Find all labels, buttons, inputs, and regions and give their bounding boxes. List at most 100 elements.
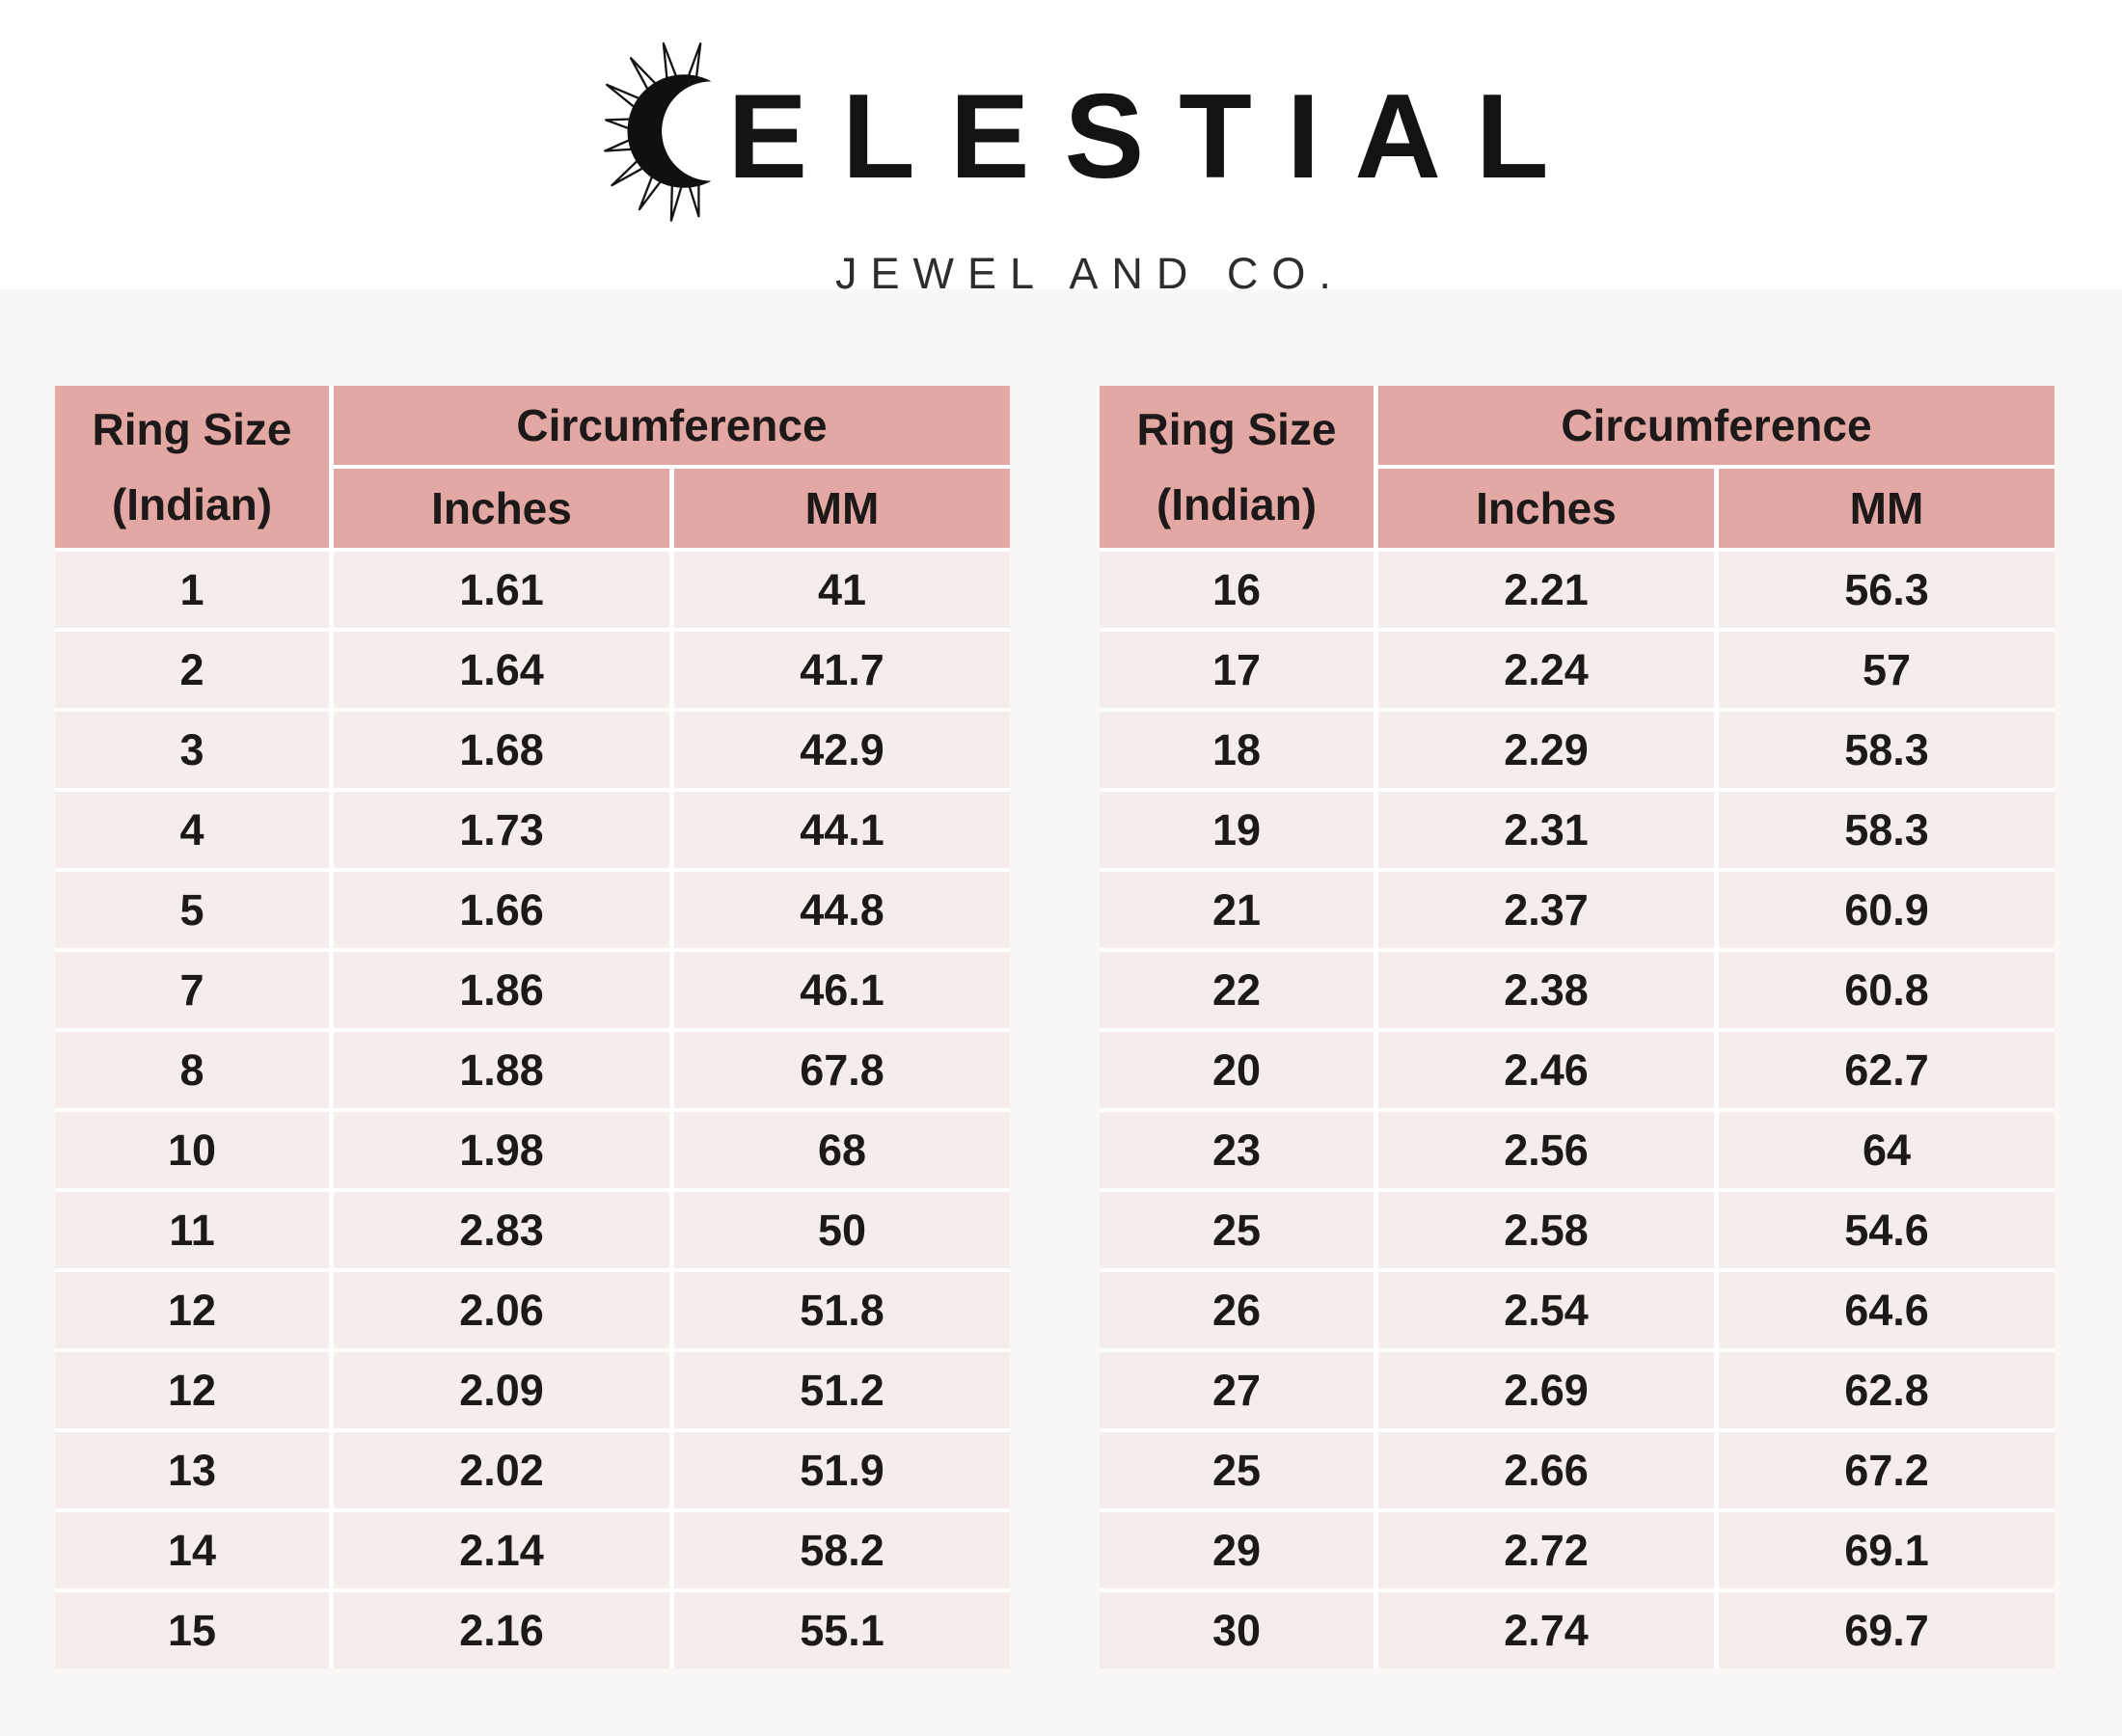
ring-size-header-line1: Ring Size [1136,404,1337,454]
inches-cell: 2.54 [1378,1272,1714,1348]
inches-cell: 1.64 [334,632,669,708]
inches-cell: 2.69 [1378,1352,1714,1428]
table-row: 3 1.68 42.9 [55,712,1010,788]
inches-cell: 2.72 [1378,1512,1714,1588]
inches-cell: 1.61 [334,552,669,628]
inches-cell: 2.06 [334,1272,669,1348]
table-row: 1 1.61 41 [55,552,1010,628]
ring-size-cell: 4 [55,792,329,868]
mm-cell: 67.2 [1719,1432,2054,1508]
mm-cell: 44.8 [674,872,1010,948]
mm-cell: 44.1 [674,792,1010,868]
table-row: 26 2.54 64.6 [1100,1272,2054,1348]
mm-cell: 58.3 [1719,712,2054,788]
table-row: 23 2.56 64 [1100,1112,2054,1188]
mm-cell: 42.9 [674,712,1010,788]
ring-size-cell: 25 [1100,1432,1374,1508]
table-row: 25 2.58 54.6 [1100,1192,2054,1268]
table-row: 8 1.88 67.8 [55,1032,1010,1108]
table-row: 20 2.46 62.7 [1100,1032,2054,1108]
ring-size-header-line2: (Indian) [111,479,273,529]
mm-cell: 57 [1719,632,2054,708]
ring-size-cell: 7 [55,952,329,1028]
mm-cell: 41.7 [674,632,1010,708]
inches-cell: 1.98 [334,1112,669,1188]
inches-cell: 2.21 [1378,552,1714,628]
inches-cell: 2.24 [1378,632,1714,708]
mm-cell: 41 [674,552,1010,628]
mm-cell: 51.2 [674,1352,1010,1428]
mm-cell: 64 [1719,1112,2054,1188]
ring-size-cell: 29 [1100,1512,1374,1588]
table-body: 16 2.21 56.3 17 2.24 57 18 2.29 58.3 19 2.31 58.3 21… [1100,552,2054,1668]
ring-size-table-left: Ring Size (Indian) Circumference Inches … [55,386,1010,1668]
table-row: 16 2.21 56.3 [1100,552,2054,628]
mm-cell: 69.7 [1719,1592,2054,1668]
table-row: 21 2.37 60.9 [1100,872,2054,948]
ring-size-cell: 22 [1100,952,1374,1028]
table-row: 22 2.38 60.8 [1100,952,2054,1028]
table-row: 4 1.73 44.1 [55,792,1010,868]
table-row: 13 2.02 51.9 [55,1432,1010,1508]
table-row: 2 1.64 41.7 [55,632,1010,708]
mm-cell: 54.6 [1719,1192,2054,1268]
inches-cell: 1.68 [334,712,669,788]
table-row: 29 2.72 69.1 [1100,1512,2054,1588]
inches-cell: 2.16 [334,1592,669,1668]
brand-row: ELESTIAL [596,41,1583,233]
inches-cell: 2.58 [1378,1192,1714,1268]
mm-cell: 50 [674,1192,1010,1268]
ring-size-header-line2: (Indian) [1156,479,1318,529]
ring-size-table-right: Ring Size (Indian) Circumference Inches … [1100,386,2054,1668]
mm-cell: 60.8 [1719,952,2054,1028]
ring-size-cell: 23 [1100,1112,1374,1188]
table-row: 14 2.14 58.2 [55,1512,1010,1588]
ring-size-cell: 15 [55,1592,329,1668]
table-row: 7 1.86 46.1 [55,952,1010,1028]
ring-size-cell: 19 [1100,792,1374,868]
inches-cell: 2.38 [1378,952,1714,1028]
ring-size-cell: 18 [1100,712,1374,788]
inches-cell: 1.86 [334,952,669,1028]
table-header: Ring Size (Indian) Circumference Inches … [55,386,1010,548]
inches-cell: 1.88 [334,1032,669,1108]
table-row: 25 2.66 67.2 [1100,1432,2054,1508]
ring-size-cell: 1 [55,552,329,628]
inches-cell: 1.73 [334,792,669,868]
ring-size-cell: 27 [1100,1352,1374,1428]
circumference-header: Circumference [1378,386,2054,465]
table-row: 27 2.69 62.8 [1100,1352,2054,1428]
inches-cell: 2.09 [334,1352,669,1428]
inches-cell: 2.74 [1378,1592,1714,1668]
inches-header: Inches [1378,469,1714,548]
inches-cell: 2.56 [1378,1112,1714,1188]
circumference-header: Circumference [334,386,1010,465]
table-row: 11 2.83 50 [55,1192,1010,1268]
table-header: Ring Size (Indian) Circumference Inches … [1100,386,2054,548]
inches-cell: 2.02 [334,1432,669,1508]
mm-cell: 60.9 [1719,872,2054,948]
table-row: 12 2.09 51.2 [55,1352,1010,1428]
mm-cell: 58.2 [674,1512,1010,1588]
mm-cell: 62.7 [1719,1032,2054,1108]
ring-size-header: Ring Size (Indian) [55,386,329,548]
inches-cell: 2.46 [1378,1032,1714,1108]
inches-cell: 1.66 [334,872,669,948]
ring-size-cell: 26 [1100,1272,1374,1348]
mm-cell: 46.1 [674,952,1010,1028]
table-row: 12 2.06 51.8 [55,1272,1010,1348]
mm-header: MM [674,469,1010,548]
mm-cell: 62.8 [1719,1352,2054,1428]
inches-cell: 2.29 [1378,712,1714,788]
inches-cell: 2.14 [334,1512,669,1588]
mm-cell: 55.1 [674,1592,1010,1668]
table-row: 5 1.66 44.8 [55,872,1010,948]
ring-size-cell: 3 [55,712,329,788]
table-body: 1 1.61 41 2 1.64 41.7 3 1.68 42.9 4 1.73 44.1 5 1.66 4… [55,552,1010,1668]
brand-logo-inner: ELESTIAL JEWEL AND CO. [596,41,1583,299]
inches-cell: 2.83 [334,1192,669,1268]
mm-header: MM [1719,469,2054,548]
ring-size-cell: 14 [55,1512,329,1588]
table-row: 15 2.16 55.1 [55,1592,1010,1668]
